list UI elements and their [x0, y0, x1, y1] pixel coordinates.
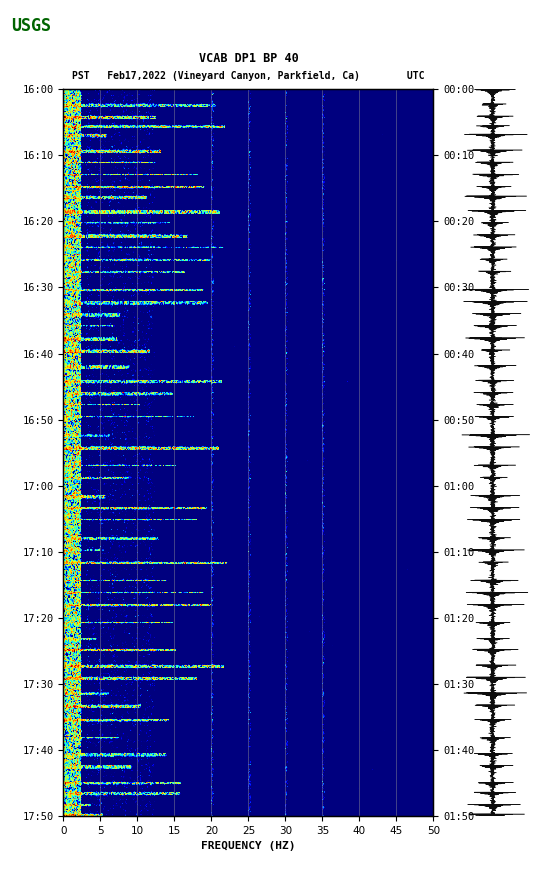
X-axis label: FREQUENCY (HZ): FREQUENCY (HZ)	[201, 841, 296, 852]
Text: VCAB DP1 BP 40: VCAB DP1 BP 40	[199, 53, 298, 65]
Text: USGS: USGS	[11, 17, 51, 35]
Text: ⅒: ⅒	[10, 20, 29, 32]
Text: PST   Feb17,2022 (Vineyard Canyon, Parkfield, Ca)        UTC: PST Feb17,2022 (Vineyard Canyon, Parkfie…	[72, 70, 424, 81]
